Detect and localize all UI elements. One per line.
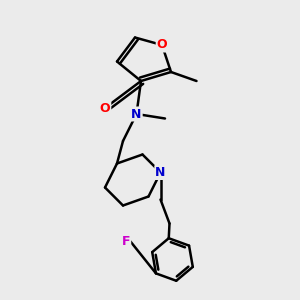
Text: N: N: [155, 166, 166, 179]
Text: O: O: [100, 101, 110, 115]
Text: N: N: [131, 107, 142, 121]
Text: O: O: [157, 38, 167, 52]
Text: F: F: [122, 235, 130, 248]
